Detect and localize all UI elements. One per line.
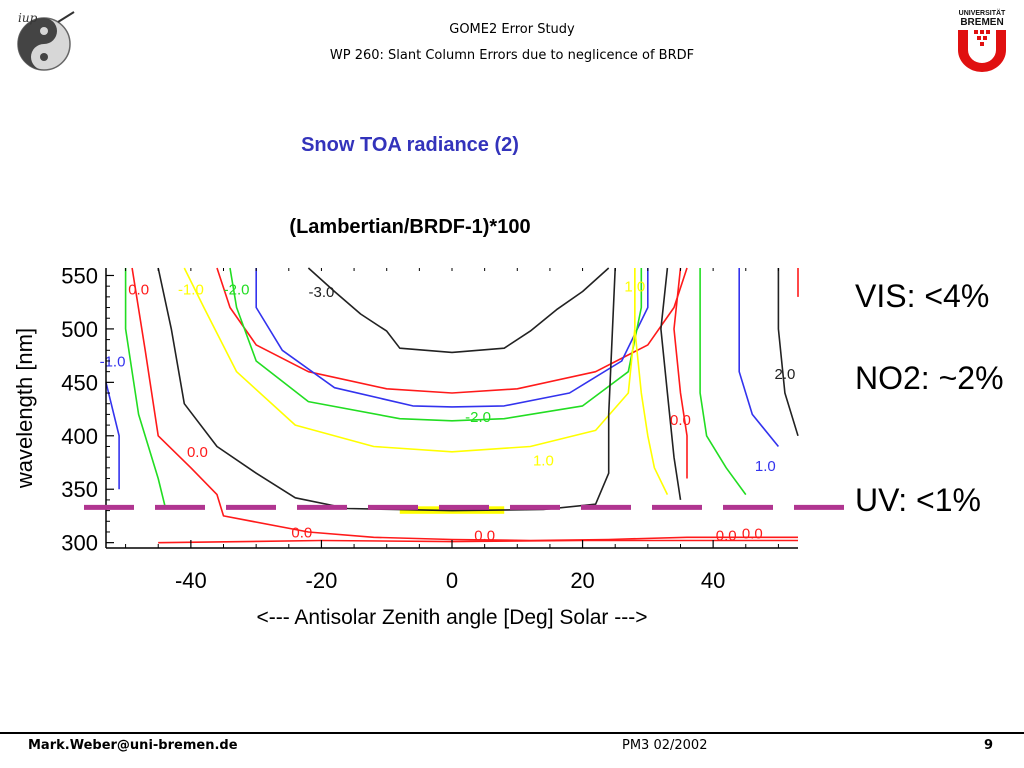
logo-u-shape (958, 30, 1006, 72)
contour-label-3: 0.0 (128, 282, 149, 299)
logo-universitaet-text: UNIVERSITÄT (959, 9, 1006, 17)
contour-label-9: 0.0 (474, 528, 495, 545)
header-title: GOME2 Error Study (449, 22, 575, 37)
x-tick-label-2: 0 (446, 568, 458, 593)
contour-line-12 (673, 267, 688, 479)
contour-label-1: -2.0 (224, 282, 250, 299)
contour-line-5 (157, 267, 616, 512)
logo-square-1 (974, 30, 978, 34)
x-tick-label-0: -40 (175, 568, 207, 593)
contour-label-12: 0.0 (670, 412, 691, 429)
chart-title: (Lambertian/BRDF-1)*100 (289, 216, 531, 238)
contour-line-14 (738, 268, 780, 448)
footer-page-number: 9 (984, 738, 994, 753)
logo-square-4 (977, 36, 981, 40)
contour-label-11: 0.0 (742, 525, 763, 542)
logo-square-6 (980, 42, 984, 46)
y-tick-label-1: 350 (61, 477, 98, 502)
contour-line-1 (216, 267, 688, 394)
header-subtitle: WP 260: Slant Column Errors due to negli… (329, 48, 695, 63)
y-tick-label-0: 300 (61, 531, 98, 556)
iup-logo: iup (14, 8, 80, 74)
contour-line-0 (307, 267, 610, 354)
x-tick-label-3: 20 (570, 568, 594, 593)
uni-bremen-logo: UNIVERSITÄT BREMEN (952, 8, 1012, 74)
contour-line-3 (229, 267, 643, 422)
annotation-uv: UV: <1% (855, 482, 981, 518)
y-tick-label-3: 450 (61, 370, 98, 395)
logo-square-2 (980, 30, 984, 34)
contour-label-13: 1.0 (624, 279, 645, 296)
logo-bremen-text: BREMEN (960, 17, 1003, 28)
footer-divider (0, 732, 1024, 734)
contour-line-15 (777, 268, 799, 437)
contour-label-7: 1.0 (533, 453, 554, 470)
contour-label-10: 0.0 (716, 528, 737, 545)
x-tick-label-1: -20 (306, 568, 338, 593)
logo-dot-dark (40, 53, 48, 61)
logo-satellite (57, 11, 75, 23)
contour-line-13 (660, 267, 682, 501)
slide-title: Snow TOA radiance (2) (301, 134, 519, 156)
footer-date: PM3 02/2002 (622, 738, 708, 753)
x-tick-label-4: 40 (701, 568, 725, 593)
y-tick-label-5: 550 (61, 263, 98, 288)
contour-line-2 (255, 268, 649, 408)
y-tick-label-2: 400 (61, 424, 98, 449)
contour-line-10 (634, 268, 669, 495)
contour-label-5: -2.0 (465, 409, 491, 426)
contour-label-6: 0.0 (187, 444, 208, 461)
contour-label-2: -1.0 (178, 282, 204, 299)
y-axis-label: wavelength [nm] (12, 328, 37, 489)
contour-label-4: -1.0 (100, 353, 126, 370)
contour-label-15: 1.0 (755, 458, 776, 475)
footer-email[interactable]: Mark.Weber@uni-bremen.de (28, 738, 238, 753)
logo-square-3 (986, 30, 990, 34)
contour-chart: -3.0 -2.0 -1.0 0.0 -1.0 -2.0 0.0 1.0 0.0 0.0 0.0 0.… (12, 263, 845, 629)
contour-line-8 (124, 268, 166, 506)
x-axis-label: <--- Antisolar Zenith angle [Deg] Solar … (256, 606, 647, 629)
contour-line-9 (105, 382, 120, 490)
contour-line-4 (183, 267, 636, 453)
logo-dot-light (40, 27, 48, 35)
contour-label-0: -3.0 (309, 284, 335, 301)
y-tick-label-4: 500 (61, 317, 98, 342)
contour-line-6 (131, 267, 798, 542)
annotation-vis: VIS: <4% (855, 278, 990, 314)
logo-square-5 (983, 36, 987, 40)
contour-label-8: 0.0 (291, 524, 312, 541)
contour-line-11 (699, 268, 747, 496)
contour-label-14: 2.0 (775, 366, 796, 383)
annotation-no2: NO2: ~2% (855, 360, 1004, 396)
logo-iup-text: iup (18, 11, 38, 25)
